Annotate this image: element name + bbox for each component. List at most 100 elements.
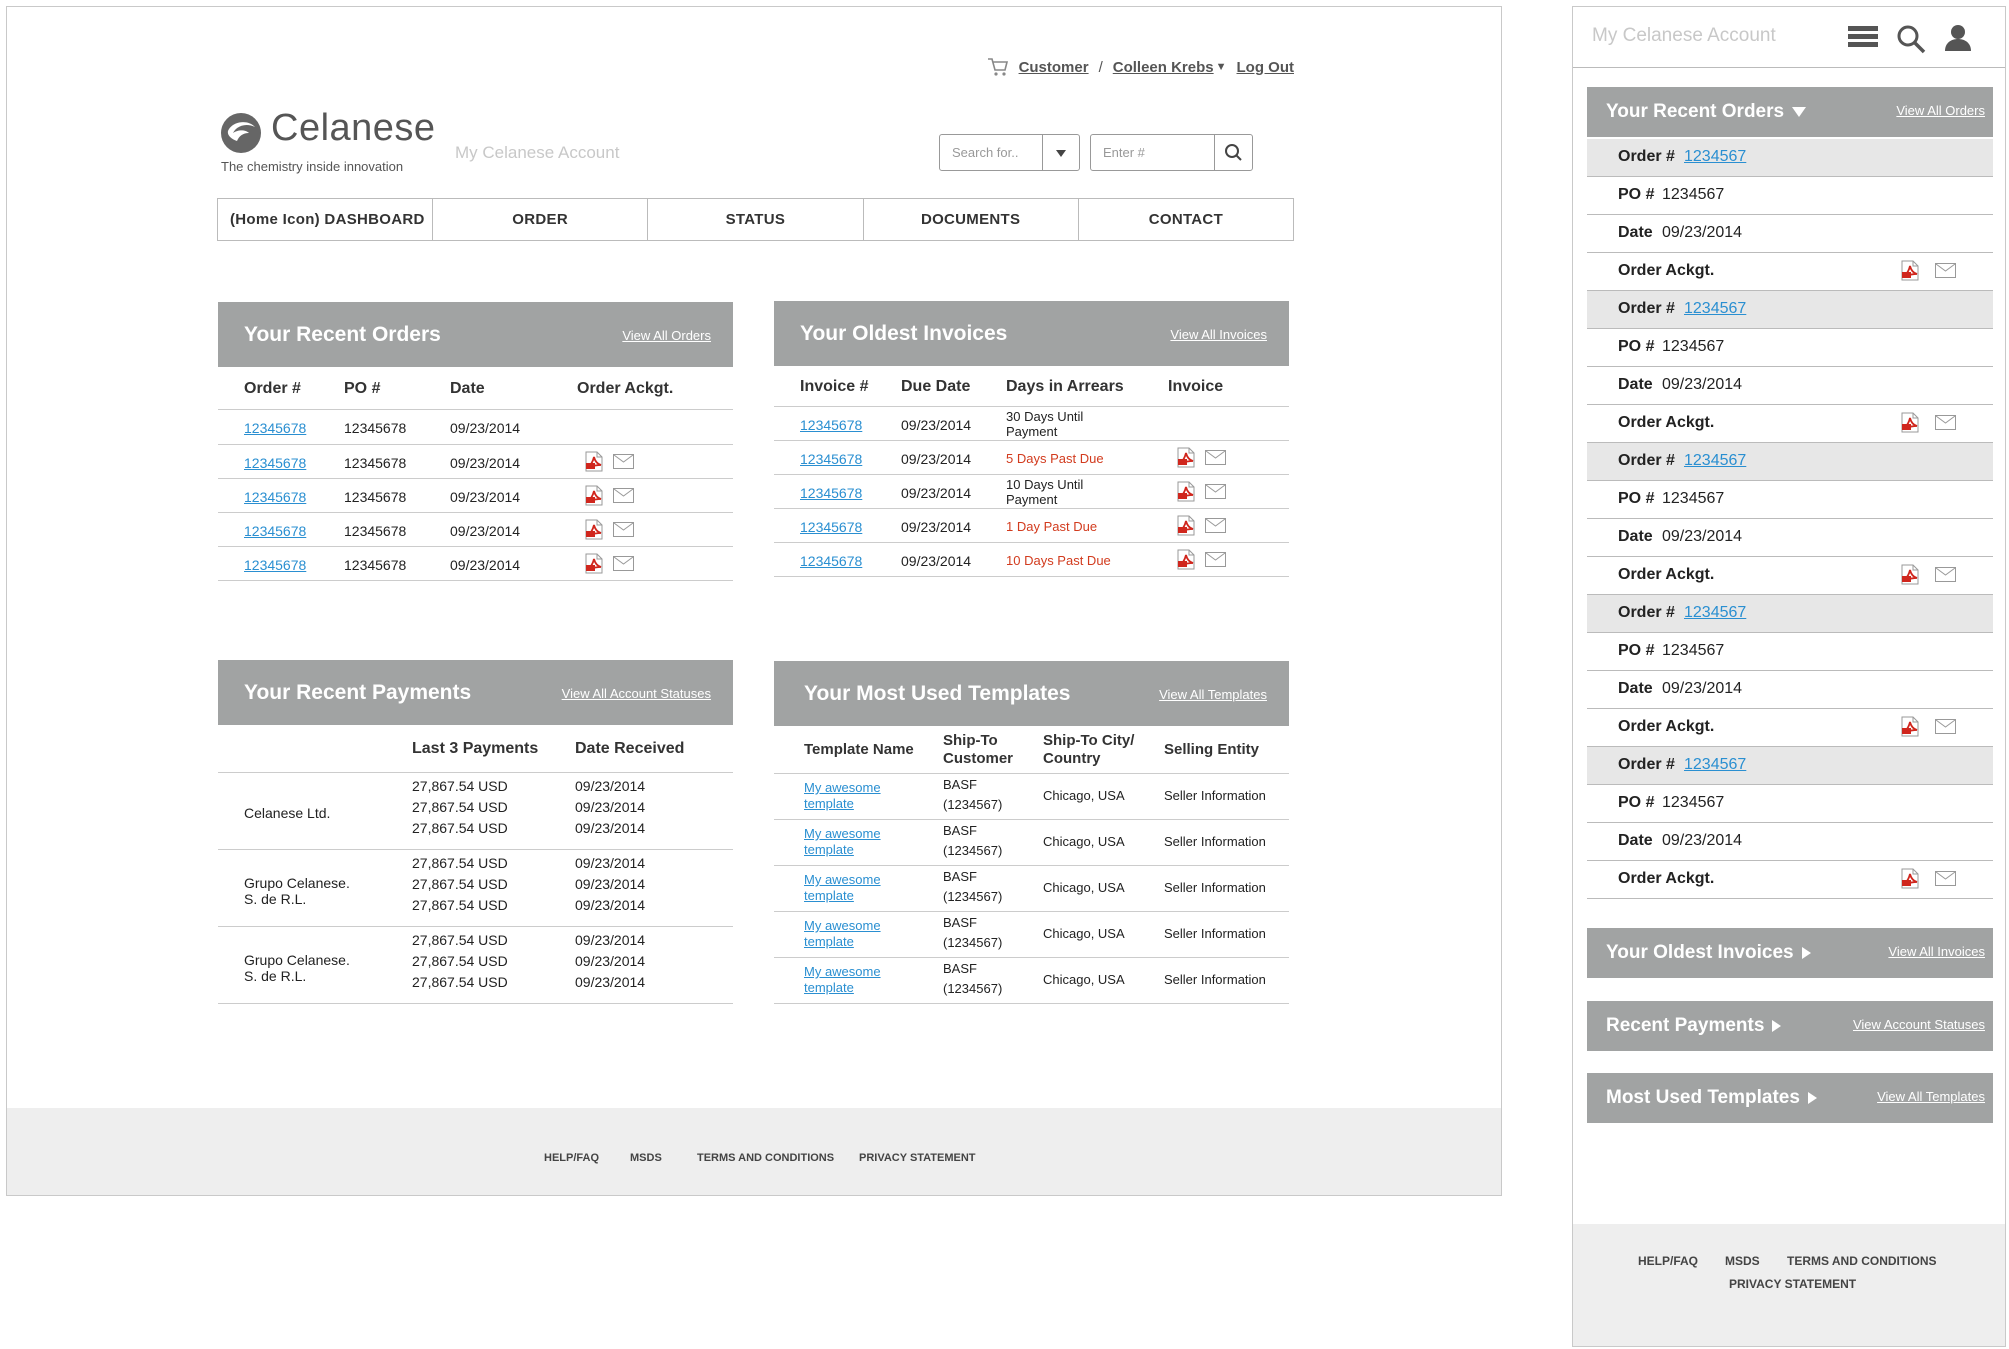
mobile-field-label: PO # (1618, 186, 1655, 203)
footer-help-link[interactable]: HELP/FAQ (544, 1152, 600, 1164)
chevron-down-icon[interactable] (1042, 135, 1079, 170)
mobile-footer-msds-link[interactable]: MSDS (1725, 1254, 1760, 1268)
footer-msds-link[interactable]: MSDS (630, 1152, 662, 1164)
pdf-icon[interactable] (1176, 481, 1195, 502)
ship-to-customer: BASF (943, 823, 977, 838)
mobile-section-link[interactable]: View All Invoices (1888, 944, 1985, 959)
mobile-view-all-orders-link[interactable]: View All Orders (1896, 103, 1985, 118)
selling-entity: Seller Information (1164, 834, 1266, 849)
pdf-icon[interactable] (584, 485, 603, 506)
mobile-order-link[interactable]: 1234567 (1684, 300, 1747, 317)
email-icon[interactable] (613, 522, 634, 537)
pdf-icon[interactable] (584, 451, 603, 472)
view-all-templates-link[interactable]: View All Templates (1159, 687, 1267, 702)
template-name-link-line2[interactable]: template (804, 980, 854, 995)
footer-privacy-link[interactable]: PRIVACY STATEMENT (859, 1152, 976, 1164)
invoice-number-link[interactable]: 12345678 (800, 485, 863, 501)
menu-icon[interactable] (1848, 24, 1878, 50)
mobile-footer-help-link[interactable]: HELP/FAQ (1638, 1254, 1699, 1268)
footer-terms-link[interactable]: TERMS AND CONDITIONS (697, 1152, 835, 1164)
email-icon[interactable] (1935, 415, 1956, 430)
search-number-input[interactable]: Enter # (1090, 134, 1253, 171)
ship-to-customer-id: (1234567) (943, 843, 1003, 858)
view-all-account-statuses-link[interactable]: View All Account Statuses (561, 686, 711, 701)
email-icon[interactable] (1205, 484, 1226, 499)
nav-contact[interactable]: CONTACT (1148, 211, 1224, 228)
invoice-number-link[interactable]: 12345678 (800, 451, 863, 467)
pdf-icon[interactable] (584, 553, 603, 574)
user-icon[interactable] (1944, 24, 1972, 52)
email-icon[interactable] (1935, 263, 1956, 278)
mobile-order-row: PO # 1234567 (1587, 329, 1993, 367)
pdf-icon[interactable] (584, 519, 603, 540)
nav-order[interactable]: ORDER (433, 199, 649, 240)
selling-entity: Seller Information (1164, 880, 1266, 895)
mobile-footer-terms-link[interactable]: TERMS AND CONDITIONS (1787, 1254, 1937, 1268)
pdf-icon[interactable] (1900, 564, 1919, 585)
order-number-link[interactable]: 12345678 (244, 557, 307, 573)
pdf-icon[interactable] (1900, 716, 1919, 737)
view-all-orders-link[interactable]: View All Orders (622, 328, 711, 343)
mobile-order-link[interactable]: 1234567 (1684, 756, 1747, 773)
mobile-order-link[interactable]: 1234567 (1684, 452, 1747, 469)
template-name-link[interactable]: My awesome (804, 780, 881, 795)
order-number-link[interactable]: 12345678 (244, 489, 307, 505)
order-number-link[interactable]: 12345678 (244, 455, 307, 471)
email-icon[interactable] (1205, 552, 1226, 567)
mobile-recent-orders-header[interactable]: Your Recent Orders View All Orders (1587, 87, 1993, 137)
template-name-link-line2[interactable]: template (804, 888, 854, 903)
mobile-section-link[interactable]: View All Templates (1877, 1089, 1985, 1104)
logo-wordmark: Celanese (271, 107, 436, 149)
order-number-link[interactable]: 12345678 (244, 523, 307, 539)
logout-link[interactable]: Log Out (1236, 58, 1294, 76)
pdf-icon[interactable] (1176, 447, 1195, 468)
pdf-icon[interactable] (1900, 412, 1919, 433)
mobile-order-link[interactable]: 1234567 (1684, 148, 1747, 165)
nav-dashboard[interactable]: (Home Icon) DASHBOARD (218, 199, 433, 240)
order-number-link[interactable]: 12345678 (244, 420, 307, 436)
email-icon[interactable] (1935, 719, 1956, 734)
email-icon[interactable] (1205, 450, 1226, 465)
search-type-select[interactable]: Search for.. (939, 134, 1080, 171)
email-icon[interactable] (1935, 871, 1956, 886)
invoice-number-link[interactable]: 12345678 (800, 519, 863, 535)
ship-to-customer: BASF (943, 869, 977, 884)
nav-status[interactable]: STATUS (648, 199, 864, 240)
email-icon[interactable] (613, 488, 634, 503)
template-name-link[interactable]: My awesome (804, 872, 881, 887)
template-name-link-line2[interactable]: template (804, 796, 854, 811)
user-menu[interactable]: Colleen Krebs (1112, 58, 1214, 76)
pdf-icon[interactable] (1900, 868, 1919, 889)
invoice-number-link[interactable]: 12345678 (800, 417, 863, 433)
search-icon[interactable] (1896, 24, 1926, 54)
template-name-link[interactable]: My awesome (804, 964, 881, 979)
search-button[interactable] (1214, 135, 1252, 170)
mobile-section-header[interactable]: Your Oldest Invoices View All Invoices (1587, 928, 1993, 978)
payment-date: 09/23/2014 (575, 855, 646, 871)
invoice-number-link[interactable]: 12345678 (800, 553, 863, 569)
template-name-link[interactable]: My awesome (804, 826, 881, 841)
template-name-link-line2[interactable]: template (804, 842, 854, 857)
payment-amount: 27,867.54 USD (412, 799, 508, 815)
email-icon[interactable] (613, 556, 634, 571)
template-name-link-line2[interactable]: template (804, 934, 854, 949)
mobile-order-row: Date 09/23/2014 (1587, 215, 1993, 253)
customer-link[interactable]: Customer (1018, 58, 1089, 76)
pdf-icon[interactable] (1176, 515, 1195, 536)
ship-to-customer-id: (1234567) (943, 797, 1003, 812)
template-name-link[interactable]: My awesome (804, 918, 881, 933)
email-icon[interactable] (1205, 518, 1226, 533)
view-all-invoices-link[interactable]: View All Invoices (1170, 327, 1267, 342)
pdf-icon[interactable] (1176, 549, 1195, 570)
nav-documents[interactable]: DOCUMENTS (864, 199, 1079, 240)
email-icon[interactable] (613, 454, 634, 469)
mobile-section-header[interactable]: Most Used Templates View All Templates (1587, 1073, 1993, 1123)
email-icon[interactable] (1935, 567, 1956, 582)
mobile-order-link[interactable]: 1234567 (1684, 604, 1747, 621)
mobile-footer-privacy-link[interactable]: PRIVACY STATEMENT (1729, 1277, 1857, 1291)
caret-down-icon[interactable]: ▼ (1215, 61, 1227, 73)
cart-icon[interactable] (987, 57, 1009, 77)
pdf-icon[interactable] (1900, 260, 1919, 281)
mobile-section-link[interactable]: View Account Statuses (1852, 1017, 1985, 1032)
mobile-section-header[interactable]: Recent Payments View Account Statuses (1587, 1001, 1993, 1051)
